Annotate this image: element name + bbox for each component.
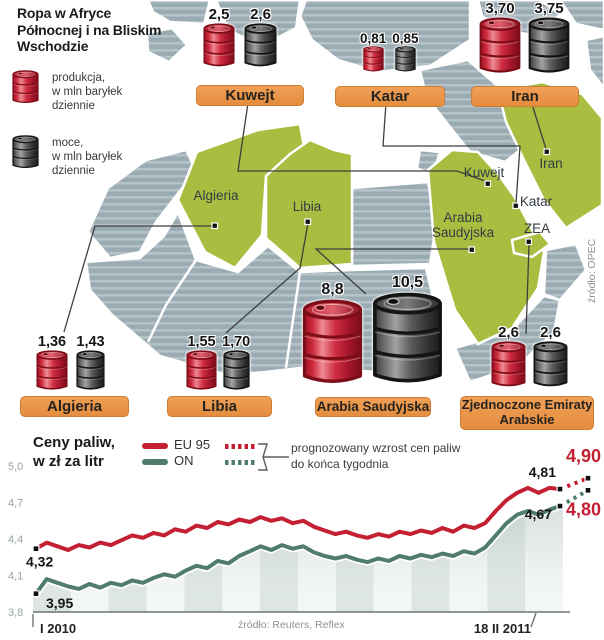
capacity-barrel-icon xyxy=(12,135,39,169)
barrels-libya: 1,55 1,70 xyxy=(186,334,250,392)
map-label-saudi-2: Saudyjska xyxy=(432,225,495,240)
production-barrel-icon xyxy=(491,341,526,387)
eu95-forecast-line xyxy=(559,476,589,491)
fuel-price-chart: 5,0 4,7 4,4 4,1 3,8 4,32 3,95 4,81 4,67 4,90 4,80 I… xyxy=(8,446,601,636)
y-tick-label: 3,8 xyxy=(8,607,23,619)
legend-capacity: moce, w mln baryłek dziennie xyxy=(12,135,122,178)
country-tag-saudi-arabia: Arabia Saudyjska xyxy=(315,397,431,417)
on-area-shading xyxy=(33,506,563,612)
value-capacity: 1,70 xyxy=(222,334,251,350)
eu95-start-value: 4,32 xyxy=(26,554,53,570)
country-tag-iran: Iran xyxy=(471,86,579,108)
production-barrel-icon xyxy=(36,350,68,390)
barrels-kuwait: 2,5 2,6 xyxy=(203,6,277,69)
data-point-marker xyxy=(32,545,40,553)
map-country-labels: Algieria Libia Kuwejt Katar Arabia Saudy… xyxy=(193,156,562,240)
x-axis-start-label: I 2010 xyxy=(40,621,76,636)
infographic-title: Ropa w Afryce Północnej i na Bliskim Wsc… xyxy=(17,5,162,55)
map-label-kuwait: Kuwejt xyxy=(464,165,505,180)
on-legend-label: ON xyxy=(174,453,194,468)
country-tag-libya: Libia xyxy=(167,396,272,418)
map-markers xyxy=(211,148,551,254)
barrels-saudi-arabia: 8,8 10,5 xyxy=(302,274,443,388)
y-tick-label: 4,7 xyxy=(8,498,23,510)
eu95-forecast-value: 4,90 xyxy=(566,446,601,466)
map-inner-borders xyxy=(146,259,302,369)
value-capacity: 2,6 xyxy=(540,324,561,341)
production-barrel-icon xyxy=(302,299,363,383)
map-label-libya: Libia xyxy=(293,199,322,214)
forecast-bracket xyxy=(258,443,289,471)
production-barrel-icon xyxy=(12,70,39,104)
on-end-value: 4,67 xyxy=(525,506,552,522)
y-tick-label: 4,4 xyxy=(8,534,23,546)
value-capacity: 10,5 xyxy=(391,274,424,291)
data-point-marker xyxy=(556,485,564,493)
map-source-credit: źródło: OPEC xyxy=(586,238,598,303)
value-production: 8,8 xyxy=(321,281,344,298)
capacity-barrel-icon xyxy=(244,23,277,67)
country-shape-libya xyxy=(264,138,354,270)
value-production: 1,36 xyxy=(37,334,67,350)
map-label-iran: Iran xyxy=(539,156,562,171)
country-shape-saudi-arabia xyxy=(426,148,546,346)
value-production: 2,5 xyxy=(208,6,230,23)
chart-title: Ceny paliw, w zł za litr xyxy=(33,434,115,470)
map-label-uae: ZEA xyxy=(524,221,550,236)
country-tag-uae: Zjednoczone Emiraty Arabskie xyxy=(460,396,594,430)
capacity-barrel-icon xyxy=(222,350,250,390)
barrels-iran: 3,70 3,75 xyxy=(479,0,570,76)
capacity-barrel-icon xyxy=(373,292,442,383)
map-label-algeria: Algieria xyxy=(193,188,239,203)
y-tick-label: 4,1 xyxy=(8,571,23,583)
value-capacity: 2,6 xyxy=(250,6,271,23)
country-tag-qatar: Katar xyxy=(335,86,445,108)
on-forecast-swatch xyxy=(225,460,255,465)
forecast-note: prognozowany wzrost cen paliw do końca t… xyxy=(291,441,461,471)
eu95-forecast-swatch xyxy=(225,444,255,449)
production-barrel-icon xyxy=(362,46,384,72)
value-production: 0,81 xyxy=(360,31,387,46)
on-line xyxy=(34,504,562,596)
eu95-line xyxy=(34,485,562,552)
eu95-end-value: 4,81 xyxy=(529,464,556,480)
capacity-barrel-icon xyxy=(395,46,416,72)
legend-production: produkcja, w mln baryłek dziennie xyxy=(12,70,122,113)
chart-source-credit: źródło: Reuters, Reflex xyxy=(238,619,346,631)
y-tick-label: 5,0 xyxy=(8,461,23,473)
barrels-qatar: 0,81 0,85 xyxy=(360,31,419,73)
eu95-legend-label: EU 95 xyxy=(174,437,211,452)
capacity-barrel-icon xyxy=(76,350,105,390)
data-point-marker xyxy=(584,486,592,494)
value-production: 2,6 xyxy=(498,324,519,341)
data-point-marker xyxy=(584,474,592,482)
value-production: 1,55 xyxy=(187,334,216,350)
on-forecast-value: 4,80 xyxy=(566,499,601,519)
capacity-barrel-icon xyxy=(528,17,570,73)
on-start-value: 3,95 xyxy=(46,595,73,611)
production-barrel-icon xyxy=(203,23,235,67)
capacity-barrel-icon xyxy=(533,341,568,387)
country-tag-kuwait: Kuwejt xyxy=(196,85,304,107)
map-label-saudi-1: Arabia xyxy=(443,210,483,225)
data-point-marker xyxy=(556,502,564,510)
barrels-algeria: 1,36 1,43 xyxy=(36,334,105,392)
country-tag-algeria: Algieria xyxy=(20,396,129,418)
production-barrel-icon xyxy=(186,350,217,390)
x-axis-end-label: 18 II 2011 xyxy=(474,621,531,636)
data-point-marker xyxy=(32,590,40,598)
map-connector-lines xyxy=(63,102,547,335)
eu95-line-swatch xyxy=(142,443,168,449)
value-capacity: 0,85 xyxy=(392,31,419,46)
on-forecast-line xyxy=(559,488,589,508)
value-production: 3,70 xyxy=(485,0,515,17)
production-barrel-icon xyxy=(479,17,521,73)
value-capacity: 3,75 xyxy=(534,0,564,17)
map-label-qatar: Katar xyxy=(520,194,553,209)
barrels-uae: 2,6 2,6 xyxy=(491,324,568,389)
value-capacity: 1,43 xyxy=(76,334,105,350)
on-line-swatch xyxy=(142,459,168,465)
